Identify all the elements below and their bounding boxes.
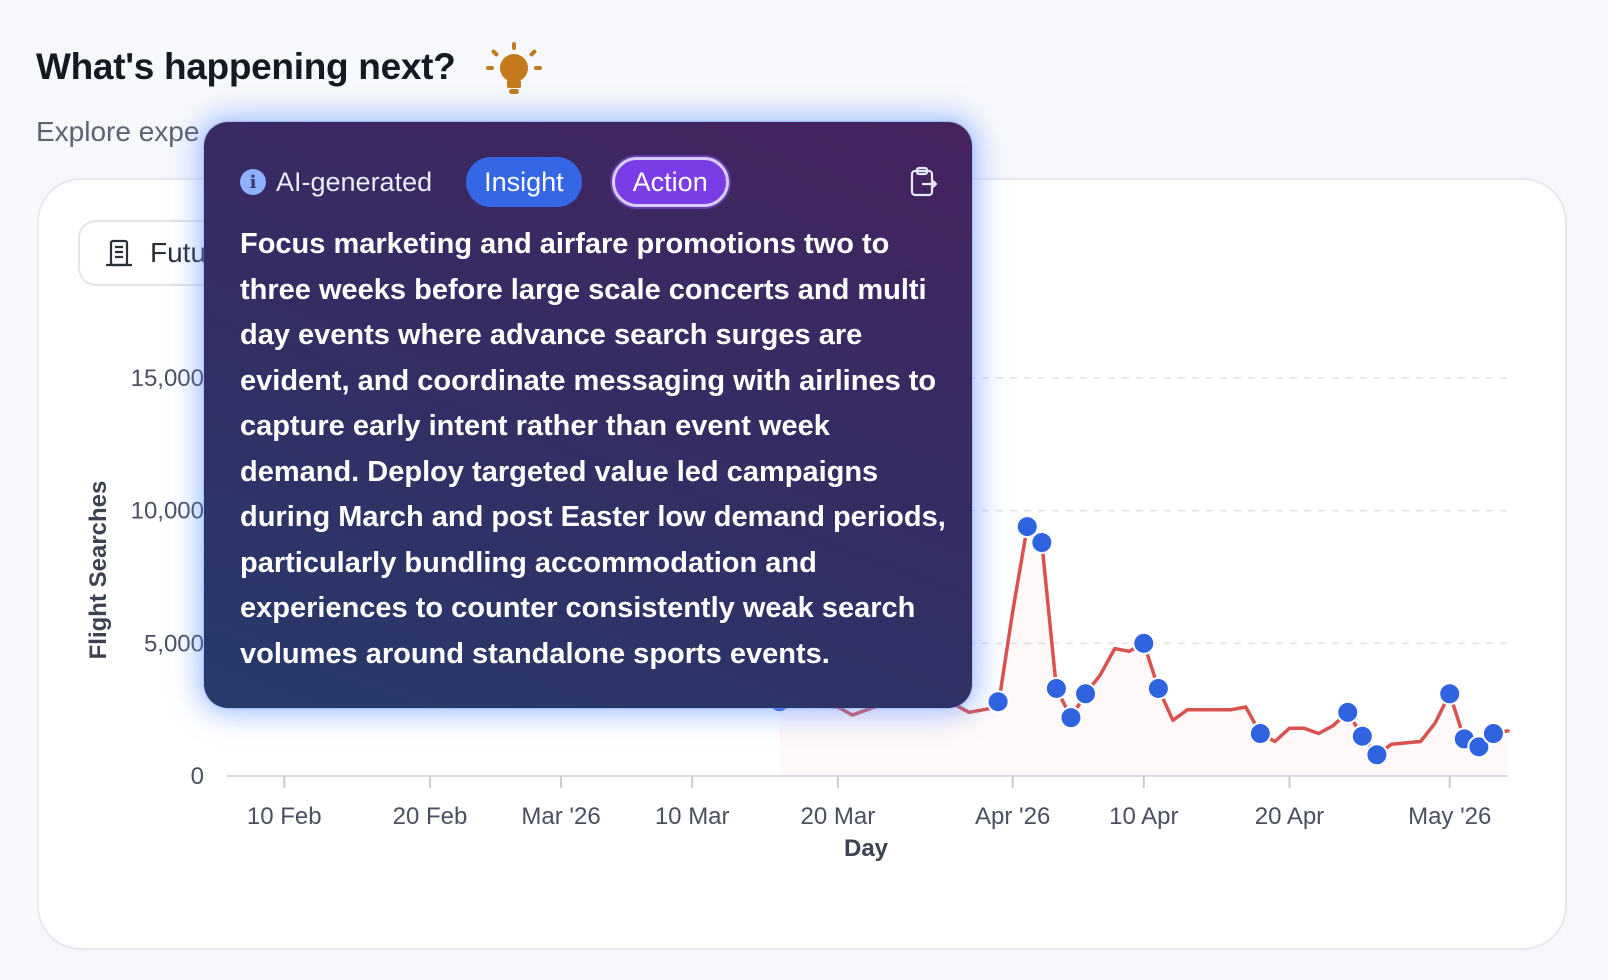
data-point-marker <box>1365 743 1389 767</box>
ai-insight-popover: i AI-generated Insight Action Focus mark… <box>204 122 972 708</box>
x-tick-label: 20 Apr <box>1255 803 1324 830</box>
page-title: What's happening next? <box>36 46 456 87</box>
page-subtitle: Explore expe <box>36 116 200 147</box>
info-icon[interactable]: i <box>240 169 266 195</box>
y-tick-label: 10,000 <box>131 498 204 525</box>
x-axis-label: Day <box>844 835 889 862</box>
data-point-marker <box>1044 676 1068 700</box>
chart-ticks: 0 5,000 10,000 15,000 10 Feb 20 Feb Mar '26 10 … <box>131 365 1492 830</box>
x-tick-label: 20 Feb <box>393 803 468 830</box>
x-tick-label: Mar '26 <box>521 803 600 830</box>
data-point-marker <box>986 690 1010 714</box>
x-tick-label: 10 Apr <box>1109 803 1178 830</box>
data-point-marker <box>1248 722 1272 746</box>
lightbulb-icon <box>486 42 542 94</box>
data-point-marker <box>1132 631 1156 655</box>
popover-body-text: Focus marketing and airfare promotions t… <box>240 228 946 670</box>
data-point-marker <box>1438 682 1462 706</box>
view-selector-label: Futu <box>150 237 207 268</box>
x-tick-label: May '26 <box>1408 803 1491 830</box>
clipboard-copy-icon[interactable] <box>908 165 940 199</box>
data-point-marker <box>1467 735 1491 759</box>
data-point-marker <box>1015 515 1039 539</box>
y-axis-label: Flight Searches <box>85 481 112 660</box>
tab-insight[interactable]: Insight <box>466 157 582 207</box>
y-tick-label: 0 <box>191 763 204 790</box>
ai-generated-label: AI-generated <box>276 166 433 197</box>
x-tick-label: 10 Feb <box>247 803 322 830</box>
popover-header: i AI-generated Insight Action <box>240 156 940 208</box>
data-point-marker <box>1146 676 1170 700</box>
data-point-marker <box>1030 531 1054 555</box>
data-point-marker <box>1074 682 1098 706</box>
x-tick-label: 10 Mar <box>655 803 730 830</box>
data-point-marker <box>1336 700 1360 724</box>
building-icon <box>106 239 132 267</box>
tab-action[interactable]: Action <box>611 157 729 207</box>
data-point-marker <box>1059 706 1083 730</box>
data-point-marker <box>1481 722 1505 746</box>
y-tick-label: 5,000 <box>144 630 204 657</box>
x-tick-label: Apr '26 <box>975 803 1050 830</box>
data-point-marker <box>1350 724 1374 748</box>
y-tick-label: 15,000 <box>131 365 204 392</box>
ai-generated-badge: i AI-generated <box>240 167 432 198</box>
x-tick-label: 20 Mar <box>801 803 876 830</box>
